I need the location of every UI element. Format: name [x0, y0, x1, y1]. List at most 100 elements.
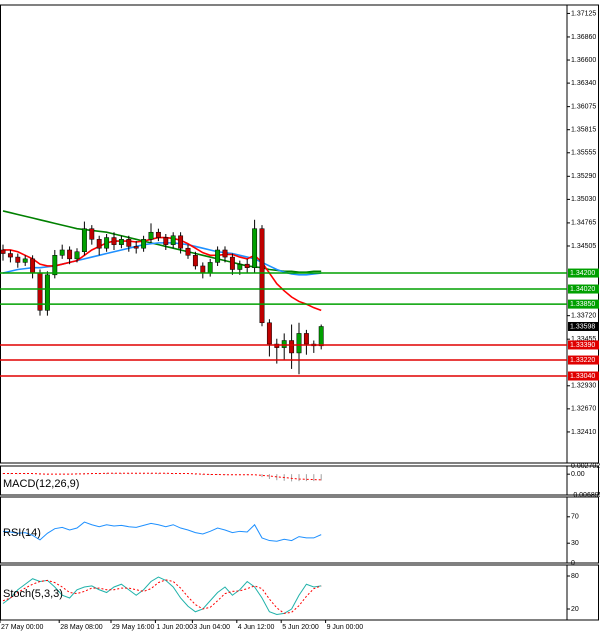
indicator-title: RSI(14) — [3, 527, 41, 539]
y-tick-label: 1.32410 — [571, 429, 596, 436]
candle-body — [170, 235, 176, 245]
level-label-box — [568, 284, 599, 294]
y-tick-label: 0 — [571, 560, 575, 567]
y-tick-label: 20 — [571, 606, 579, 613]
indicator-line — [3, 472, 322, 481]
y-tick-label: 1.35815 — [571, 127, 596, 134]
panel-border — [0, 496, 599, 564]
y-tick-label: 1.35555 — [571, 150, 596, 157]
indicator-line — [2, 521, 322, 542]
x-tick-label: 27 May 00:00 — [1, 624, 44, 631]
candle-body — [52, 255, 58, 276]
candle-body — [133, 246, 139, 249]
x-tick-label: 4 Jun 12:00 — [238, 624, 275, 631]
candle-body — [185, 247, 191, 256]
panel-border — [0, 465, 599, 496]
y-tick-label: 80 — [571, 573, 579, 580]
candle-body — [89, 228, 95, 240]
candle-body — [281, 340, 287, 348]
candle-body — [289, 340, 295, 354]
candle-body — [67, 249, 73, 260]
y-tick-label: 1.35030 — [571, 196, 596, 203]
candle-body — [118, 239, 124, 245]
y-tick-label: -0.006895 — [571, 492, 600, 499]
level-label: 1.34020 — [570, 286, 595, 293]
candle-body — [44, 274, 50, 311]
x-tick-label: 28 May 08:00 — [60, 624, 103, 631]
x-tick-label: 3 Jun 04:00 — [193, 624, 230, 631]
level-label-box — [568, 340, 599, 350]
panel-border — [0, 4, 599, 464]
level-label-box — [568, 355, 599, 365]
x-tick-label: 5 Jun 20:00 — [282, 624, 319, 631]
candle-body — [192, 255, 198, 267]
level-label-box — [568, 268, 599, 278]
y-tick-label: 70 — [571, 514, 579, 521]
candle-body — [74, 251, 80, 260]
candle-body — [155, 231, 161, 238]
candle-body — [266, 322, 272, 345]
last-price-box — [568, 321, 599, 331]
candle-body — [252, 228, 258, 268]
y-tick-label: 1.32670 — [571, 406, 596, 413]
candle-body — [126, 239, 132, 247]
candle-body — [163, 237, 169, 245]
candle-body — [244, 263, 250, 268]
candle-body — [141, 239, 147, 249]
y-tick-label: 1.36340 — [571, 80, 596, 87]
y-tick-label: 0.00 — [571, 471, 585, 478]
candle-body — [104, 237, 110, 249]
x-tick-label: 29 May 16:00 — [112, 624, 155, 631]
candle-body — [7, 253, 13, 258]
candle-body — [215, 249, 221, 263]
level-label: 1.33040 — [570, 373, 595, 380]
level-label-box — [568, 299, 599, 309]
y-tick-label: 1.34765 — [571, 220, 596, 227]
y-tick-label: 1.36075 — [571, 103, 596, 110]
candle-body — [111, 237, 117, 245]
level-label: 1.33220 — [570, 357, 595, 364]
candle-body — [229, 256, 235, 270]
candle-body — [59, 249, 65, 256]
y-tick-label: 1.33455 — [571, 336, 596, 343]
candle-body — [207, 262, 213, 274]
y-tick-label: 1.36600 — [571, 57, 596, 64]
candle-body — [96, 239, 102, 249]
candle-body — [318, 326, 324, 347]
x-tick-label: 1 Jun 20:00 — [156, 624, 193, 631]
candle-body — [259, 228, 265, 324]
indicator-line — [2, 579, 322, 614]
candle-body — [178, 235, 184, 249]
last-price-label: 1.33598 — [570, 323, 595, 330]
candle-body — [22, 258, 28, 263]
candle-body — [30, 258, 36, 274]
y-tick-label: 1.32930 — [571, 383, 596, 390]
y-tick-label: 0.002702 — [571, 463, 600, 470]
y-tick-label: 1.35290 — [571, 173, 596, 180]
level-label-box — [568, 371, 599, 381]
candle-body — [148, 231, 154, 240]
candle-body — [296, 333, 302, 354]
indicator-line — [2, 210, 322, 273]
y-tick-label: 1.37125 — [571, 10, 596, 17]
candle-body — [81, 228, 87, 253]
candle-body — [15, 256, 21, 263]
candle-body — [200, 265, 206, 274]
y-tick-label: 1.34505 — [571, 243, 596, 250]
candle-body — [222, 249, 228, 258]
x-tick-label: 9 Jun 00:00 — [327, 624, 364, 631]
candle-body — [0, 249, 6, 254]
y-tick-label: 1.33720 — [571, 313, 596, 320]
panel-border — [0, 564, 599, 621]
level-label: 1.33390 — [570, 342, 595, 349]
level-label: 1.34200 — [570, 270, 595, 277]
indicator-title: MACD(12,26,9) — [3, 478, 79, 490]
candle-body — [237, 263, 243, 270]
indicator-title: Stoch(5,3,3) — [3, 588, 63, 600]
y-tick-label: 30 — [571, 540, 579, 547]
indicator-line — [2, 576, 322, 616]
candle-body — [303, 333, 309, 345]
level-label: 1.33850 — [570, 301, 595, 308]
